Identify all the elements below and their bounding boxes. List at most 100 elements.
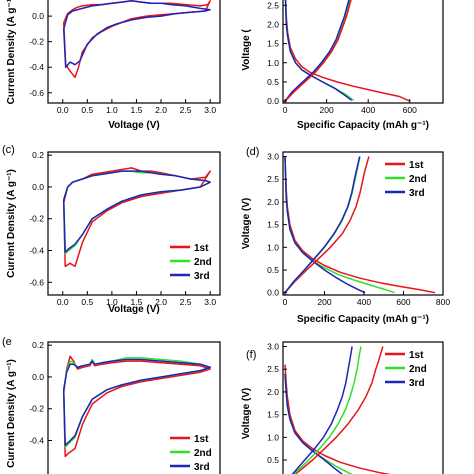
plot-frame-e (47, 341, 221, 474)
y-tick-label-a: -0.6 (29, 88, 44, 98)
panel-label-f: (f) (246, 349, 256, 361)
x-tick-label-b: 400 (361, 105, 375, 115)
legend-entry-1st: 1st (194, 434, 209, 445)
x-tick-label-b: 0 (283, 105, 288, 115)
series-line-d-1st-3 (284, 156, 370, 294)
y-tick-label-d: 1.0 (267, 242, 279, 252)
x-tick-label-d: 400 (357, 297, 371, 307)
y-tick-label-f: 1.0 (267, 432, 279, 442)
y-axis-label-e: Current Density (A g⁻¹) (6, 359, 17, 468)
series-group-f (284, 346, 391, 474)
y-tick-label-f: 3.0 (267, 342, 279, 352)
panel-b: 0.0 0.5 1.0 1.5 2.0 2.5 0 200 400 600 Specific Cap… (241, 0, 444, 131)
y-axis-label-f: Voltage (V) (241, 388, 252, 439)
panel-e: 0.2 0.0 -0.2 -0.4 Current Density (A g⁻¹) (e 1… (2, 336, 221, 474)
series-line-f-2nd-4 (293, 346, 362, 474)
y-tick-label-f: 2.0 (267, 387, 279, 397)
series-line-b-3rd-2 (284, 0, 353, 101)
y-tick-label-e: 0.2 (32, 340, 44, 350)
legend-f: 1st 2nd 3rd (385, 350, 427, 389)
y-axis-label-d: Voltage (V) (241, 198, 252, 249)
y-tick-label-d: 1.5 (267, 220, 279, 230)
y-tick-label-d: 3.0 (267, 152, 279, 162)
y-tick-label-b: 2.5 (267, 0, 279, 10)
series-line-b-2nd-1 (284, 0, 355, 101)
y-tick-label-d: 0.0 (267, 288, 279, 298)
legend-entry-3rd: 3rd (194, 462, 210, 473)
series-line-d-2nd-4 (284, 156, 361, 294)
series-line-d-3rd-2 (284, 156, 366, 294)
series-line-f-3rd-2 (284, 373, 343, 474)
series-line-d-3rd-5 (284, 156, 361, 294)
x-tick-label-d: 800 (436, 297, 450, 307)
x-tick-label-a: 1.5 (131, 105, 143, 115)
panel-label-d: (d) (246, 146, 259, 158)
series-group-a (62, 0, 211, 79)
y-tick-label-a: -0.2 (29, 37, 44, 47)
panel-label-c: (c) (2, 144, 15, 156)
series-line-f-3rd-5 (291, 346, 353, 474)
y-tick-label-b: 2.0 (267, 19, 279, 29)
x-tick-label-b: 600 (403, 105, 417, 115)
series-line-c-3rd-2 (62, 170, 211, 253)
x-axis-label-c: Voltage (V) (108, 304, 159, 315)
y-axis-label-a: Current Density (A g⁻¹) (6, 0, 17, 104)
series-line-e-3rd-2 (62, 358, 211, 447)
x-tick-label-c: 2.0 (155, 297, 167, 307)
series-group-c (62, 167, 211, 268)
series-line-b-2nd-3 (284, 0, 351, 102)
y-tick-label-a: -0.4 (29, 62, 44, 72)
x-tick-label-a: 3.0 (204, 105, 216, 115)
series-line-c-1st-0 (62, 167, 211, 268)
panel-f: 0.5 1.0 1.5 2.0 2.5 3.0 Voltage (V) (f) 1st 2nd 3r… (241, 341, 444, 474)
y-tick-label-c: -0.2 (29, 214, 44, 224)
x-tick-label-a: 2.5 (180, 105, 192, 115)
series-line-b-3rd-4 (284, 0, 350, 102)
y-axis-label-c: Current Density (A g⁻¹) (6, 169, 17, 278)
series-line-f-2nd-1 (284, 373, 353, 474)
x-tick-label-a: 0.5 (81, 105, 93, 115)
series-line-a-3rd-1 (62, 0, 211, 68)
x-tick-label-d: 200 (317, 297, 331, 307)
series-group-d (284, 156, 436, 294)
y-tick-label-e: -0.4 (29, 436, 44, 446)
x-tick-label-a: 1.0 (106, 105, 118, 115)
x-tick-label-b: 200 (320, 105, 334, 115)
panel-d: 0.0 0.5 1.0 1.5 2.0 2.5 3.0 0 200 400 600 800 Specif… (241, 146, 450, 325)
panel-a: 0.0 -0.2 -0.4 -0.6 0.0 0.5 1.0 1.5 2.0 2.5 3.0 Volt… (6, 0, 221, 131)
x-tick-label-d: 0 (283, 297, 288, 307)
plot-frame-c (47, 151, 221, 296)
y-tick-label-e: -0.2 (29, 404, 44, 414)
y-tick-label-f: 1.5 (267, 410, 279, 420)
x-tick-label-c: 0.5 (81, 297, 93, 307)
series-group-e (62, 355, 211, 458)
series-line-c-2nd-1 (62, 170, 211, 255)
y-tick-label-d: 2.0 (267, 197, 279, 207)
y-tick-label-f: 2.5 (267, 364, 279, 374)
legend-entry-2nd: 2nd (409, 174, 427, 185)
x-tick-label-c: 1.0 (106, 297, 118, 307)
y-tick-label-d: 2.5 (267, 174, 279, 184)
x-tick-label-c: 1.5 (131, 297, 143, 307)
panel-label-e: (e (2, 336, 12, 348)
legend-entry-1st: 1st (409, 350, 424, 361)
y-tick-label-b: 1.5 (267, 39, 279, 49)
y-tick-label-a: 0.0 (32, 11, 44, 21)
y-tick-label-f: 0.5 (267, 455, 279, 465)
legend-e: 1st 2nd 3rd (170, 434, 212, 473)
y-tick-label-c: -0.6 (29, 277, 44, 287)
plot-frame-a (47, 0, 221, 104)
legend-entry-1st: 1st (409, 160, 424, 171)
y-axis-label-b: Voltage ( (241, 29, 252, 71)
x-tick-label-a: 2.0 (155, 105, 167, 115)
legend-entry-2nd: 2nd (409, 364, 427, 375)
y-tick-label-b: 0.5 (267, 77, 279, 87)
x-tick-label-d: 600 (396, 297, 410, 307)
y-tick-label-d: 0.5 (267, 265, 279, 275)
series-line-b-1st-5 (284, 0, 352, 102)
y-tick-label-c: -0.4 (29, 246, 44, 256)
x-tick-label-c: 3.0 (204, 297, 216, 307)
series-line-f-1st-3 (294, 346, 384, 474)
legend-entry-2nd: 2nd (194, 448, 212, 459)
